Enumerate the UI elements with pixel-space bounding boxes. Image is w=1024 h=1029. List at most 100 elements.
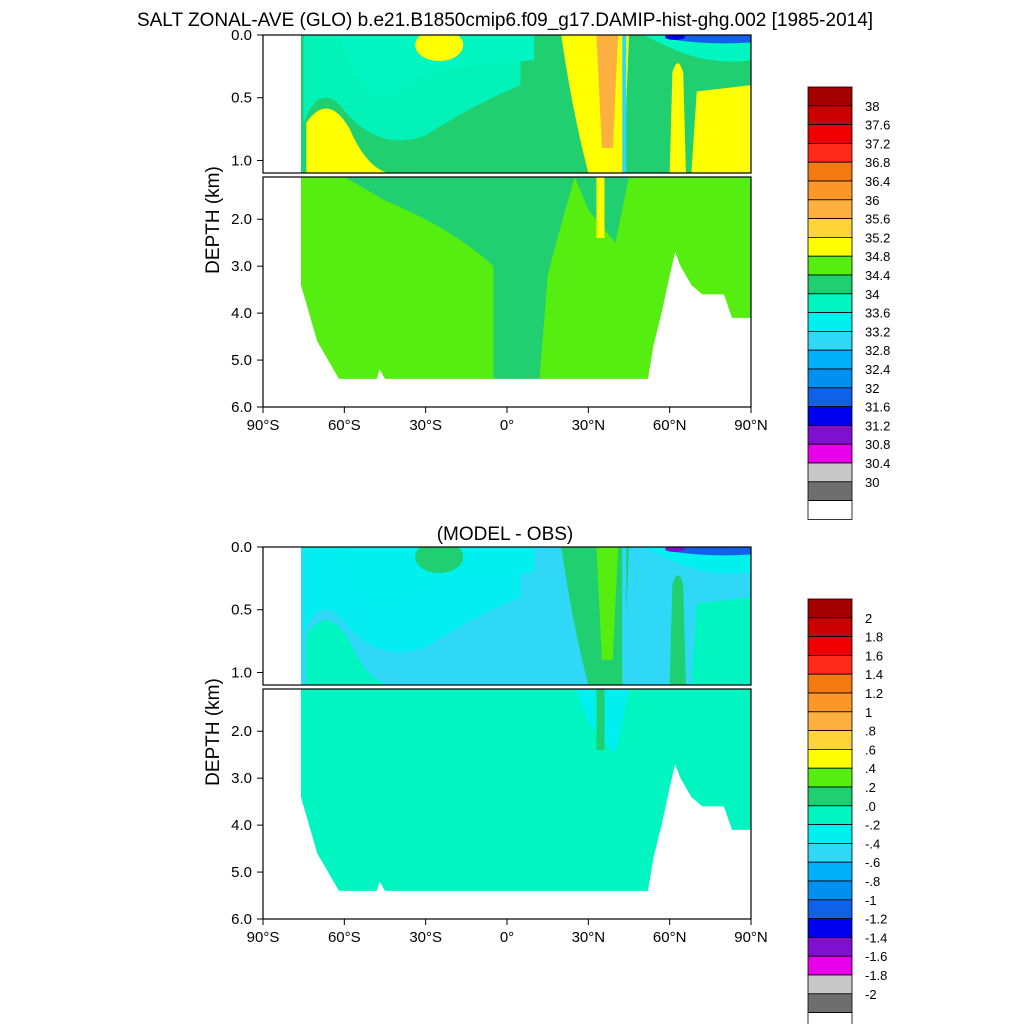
difference-title: (MODEL - OBS) <box>437 524 574 545</box>
colorbar-box <box>807 974 853 995</box>
colorbar-box <box>807 749 853 769</box>
colorbar-box <box>807 218 853 238</box>
colorbar-box <box>807 274 853 295</box>
field-south-layer <box>303 547 521 653</box>
colorbar-label: 33.6 <box>865 306 890 321</box>
x-tick-label: 30°N <box>572 929 606 946</box>
field-north-column <box>669 63 686 173</box>
field-mediterranean-strip <box>622 547 627 685</box>
colorbar-box <box>807 673 853 694</box>
colorbar-box <box>807 142 853 163</box>
field-arctic-gradient <box>664 35 751 44</box>
colorbar-label: -1.2 <box>865 912 887 927</box>
colorbar-box <box>807 387 853 407</box>
colorbar-box <box>807 692 853 713</box>
field-south-layer <box>303 35 521 141</box>
colorbar-box <box>807 462 853 483</box>
colorbar-label: 34 <box>865 287 879 302</box>
colorbar-label: .0 <box>865 799 876 814</box>
colorbar-box <box>807 655 853 675</box>
x-tick-label: 60°N <box>653 417 687 434</box>
colorbar-label: 32 <box>865 381 879 396</box>
colorbar-label: -.8 <box>865 874 880 889</box>
colorbar-label: 34.4 <box>865 268 890 283</box>
colorbar-box <box>807 899 853 919</box>
land-bathymetry <box>263 689 751 919</box>
x-tick-label: 0° <box>500 929 514 946</box>
colorbar-box <box>807 617 853 637</box>
field-north-column <box>669 575 686 685</box>
y-tick-label: 1.0 <box>231 152 252 169</box>
colorbar-label: 1 <box>865 705 872 720</box>
colorbar-label: 1.2 <box>865 686 883 701</box>
upper-frame <box>262 34 752 174</box>
colorbar-box <box>807 824 853 844</box>
y-tick-label: 4.0 <box>231 817 252 834</box>
y-tick-label: 3.0 <box>231 258 252 275</box>
salinity-ylabel: DEPTH (km) <box>203 166 224 274</box>
colorbar-box <box>807 636 853 656</box>
salinity-colorbar: 38 37.6 37.2 36.8 36.4 36 35.6 35.2 34.8 34.4 34 33… <box>807 86 890 520</box>
colorbar-label: -.4 <box>865 836 880 851</box>
x-tick-label: 90°S <box>247 417 280 434</box>
y-tick-label: 4.0 <box>231 305 252 322</box>
colorbar-box <box>807 180 853 201</box>
colorbar-label: 35.2 <box>865 230 890 245</box>
difference-colorbar: 21.81.61.41.21.8.6.4.2.0-.2-.4-.6-.8-1-1… <box>807 598 887 1029</box>
colorbar-label: -.2 <box>865 818 880 833</box>
x-tick-label: 60°S <box>328 417 361 434</box>
colorbar-box <box>807 598 853 619</box>
colorbar-label: 38 <box>865 99 879 114</box>
colorbar-box <box>807 161 853 182</box>
field-arctic-min <box>665 35 686 40</box>
colorbar-box <box>807 312 853 332</box>
colorbar-label: -1 <box>865 893 877 908</box>
colorbar-label: -1.8 <box>865 968 887 983</box>
colorbar-box <box>807 805 853 825</box>
x-tick-label: 60°S <box>328 929 361 946</box>
colorbar-label: .6 <box>865 742 876 757</box>
colorbar-box <box>807 880 853 901</box>
y-tick-label: 3.0 <box>231 770 252 787</box>
salinity-panel: 90°S 60°S 30°S 0° 30°N 60°N 90°N 0.0 0.5 1.0 2.0 3.… <box>203 27 890 520</box>
colorbar-label: -2 <box>865 987 877 1002</box>
colorbar-box <box>807 955 853 976</box>
colorbar-box <box>807 236 853 257</box>
field-arctic-min <box>665 547 686 552</box>
colorbar-box <box>807 86 853 107</box>
colorbar-label: .4 <box>865 761 876 776</box>
colorbar-box <box>807 918 853 938</box>
colorbar-box <box>807 730 853 750</box>
field-subtropical-core <box>596 35 619 148</box>
field-mediterranean-strip <box>622 35 627 173</box>
colorbar-label: -1.4 <box>865 930 887 945</box>
field-outflow-column <box>596 177 605 239</box>
field-north-deep <box>691 85 751 173</box>
colorbar-label: 37.2 <box>865 136 890 151</box>
land-antarctica-upper <box>263 35 301 173</box>
colorbar-label: 32.8 <box>865 343 890 358</box>
x-tick-label: 30°S <box>409 929 442 946</box>
colorbar-label: 30.4 <box>865 456 890 471</box>
colorbar-label: 1.8 <box>865 630 883 645</box>
colorbar-box <box>807 481 853 501</box>
colorbar-box <box>807 124 853 144</box>
land-bathymetry <box>263 177 751 407</box>
y-tick-label: 6.0 <box>231 399 252 416</box>
y-tick-label: 6.0 <box>231 911 252 928</box>
colorbar-label: 37.6 <box>865 118 890 133</box>
colorbar-label: 35.6 <box>865 212 890 227</box>
y-tick-label: 0.0 <box>231 539 252 556</box>
colorbar-box <box>807 843 853 863</box>
upper-frame <box>262 546 752 686</box>
colorbar-box <box>807 330 853 351</box>
colorbar-box <box>807 500 853 520</box>
y-tick-label: 1.0 <box>231 664 252 681</box>
colorbar-box <box>807 767 853 788</box>
colorbar-box <box>807 105 853 126</box>
land-antarctica-upper <box>263 547 301 685</box>
salinity-field <box>263 35 751 407</box>
colorbar-box <box>807 786 853 807</box>
